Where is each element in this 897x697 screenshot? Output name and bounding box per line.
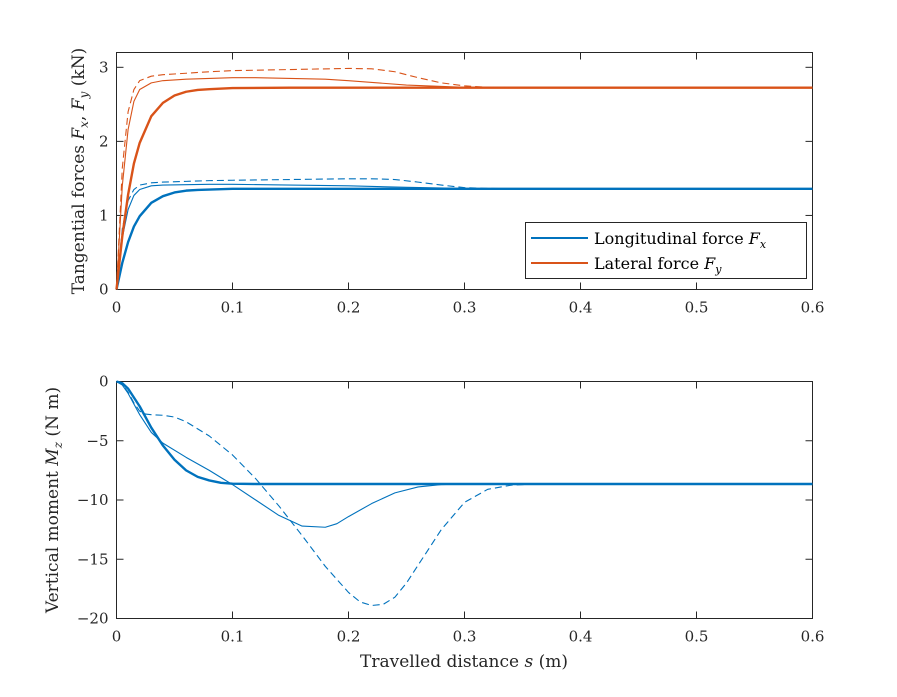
moment-series-mz-thin <box>116 381 813 528</box>
forces-x-tick-label: 0.5 <box>685 299 709 317</box>
moment-y-tick-label: −5 <box>86 432 108 450</box>
forces-series-fx-dashed <box>115 178 813 290</box>
forces-axes-ticks: 0 0.1 0.2 0.3 0.4 0.5 0.6 0 1 2 3 <box>99 52 825 317</box>
moment-x-tick-label: 0 <box>112 628 122 646</box>
forces-x-tick-label: 0.1 <box>221 299 245 317</box>
moment-x-tick-label: 0.1 <box>221 628 245 646</box>
legend-label-longitudinal: Longitudinal force Fx <box>594 229 767 251</box>
moment-x-tick-label: 0.5 <box>685 628 709 646</box>
forces-x-tick-label: 0.3 <box>453 299 477 317</box>
forces-x-tick-label: 0.2 <box>337 299 361 317</box>
moment-x-tick-label: 0.6 <box>801 628 825 646</box>
moment-x-tick-label: 0.4 <box>569 628 593 646</box>
moment-y-tick-label: 0 <box>99 373 109 391</box>
forces-series-fy-dashed <box>115 67 813 290</box>
forces-x-tick-label: 0.6 <box>801 299 825 317</box>
moment-y-tick-label: −10 <box>77 491 109 509</box>
legend: Longitudinal force Fx Lateral force Fy <box>525 222 807 279</box>
moment-x-tick-label: 0.2 <box>337 628 361 646</box>
forces-y-tick-label: 0 <box>99 281 109 299</box>
legend-label-lateral: Lateral force Fy <box>594 254 722 276</box>
moment-y-tick-label: −20 <box>77 610 109 628</box>
forces-axes: 0 0.1 0.2 0.3 0.4 0.5 0.6 0 1 2 3 Tangential force… <box>69 48 824 317</box>
forces-series-group <box>115 67 813 290</box>
legend-box <box>525 222 807 279</box>
forces-x-tick-label: 0 <box>112 299 122 317</box>
forces-y-tick-label: 1 <box>99 206 109 224</box>
moment-y-tick-label: −15 <box>77 550 109 568</box>
forces-y-tick-label: 2 <box>99 132 109 150</box>
moment-axes-ticks: 0 0.1 0.2 0.3 0.4 0.5 0.6 0 −5 −10 −15 −20 <box>77 373 825 646</box>
moment-x-label: Travelled distance s (m) <box>360 652 568 672</box>
moment-axes: 0 0.1 0.2 0.3 0.4 0.5 0.6 0 −5 −10 −15 −20 Vertical… <box>43 373 824 673</box>
moment-y-label: Vertical moment Mz (N m) <box>43 387 65 614</box>
moment-series-group <box>116 380 813 607</box>
forces-series-fy-thin <box>115 77 813 290</box>
forces-x-tick-label: 0.4 <box>569 299 593 317</box>
forces-y-label: Tangential forces Fx, Fy (kN) <box>69 48 91 294</box>
forces-y-tick-label: 3 <box>99 58 109 76</box>
moment-x-tick-label: 0.3 <box>453 628 477 646</box>
